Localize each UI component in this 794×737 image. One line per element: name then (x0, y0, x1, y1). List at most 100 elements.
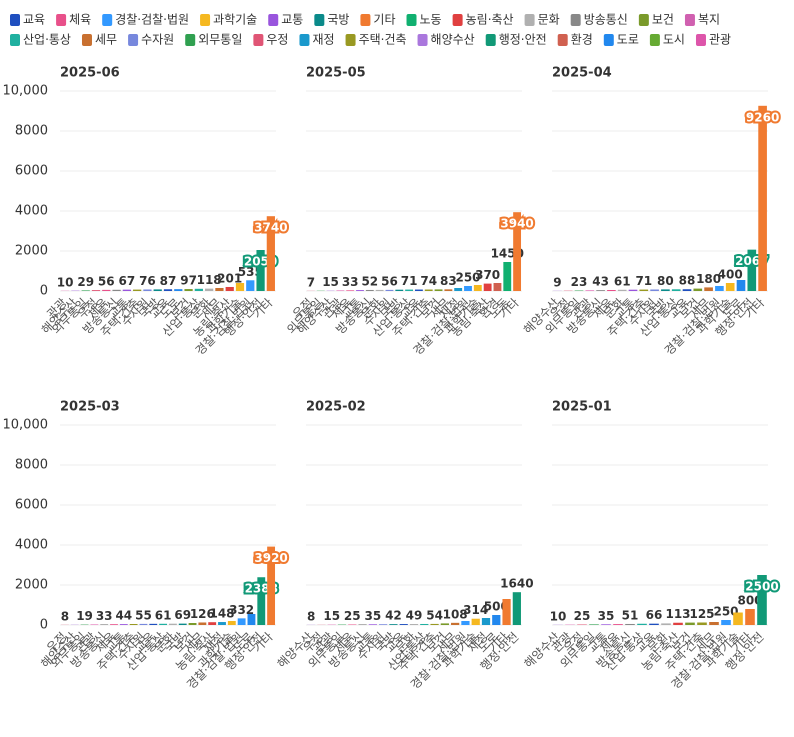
bar (461, 621, 469, 625)
legend-swatch (102, 14, 112, 26)
legend-label: 기타 (373, 13, 395, 27)
value-label: 8 (307, 609, 315, 623)
bar (661, 289, 670, 291)
panel-title: 2025-06 (60, 66, 120, 81)
bar (649, 624, 659, 625)
bar (143, 289, 151, 291)
y-tick-label: 6000 (15, 164, 48, 179)
value-label: 19 (76, 609, 93, 623)
bar (130, 624, 138, 625)
legend-swatch (200, 14, 210, 26)
legend-label: 우정 (266, 33, 288, 47)
bar (405, 290, 413, 291)
bar (420, 624, 428, 625)
legend-swatch (185, 34, 195, 46)
legend-label: 과학기술 (213, 13, 257, 27)
y-tick-label: 10,000 (3, 84, 49, 99)
bar (513, 592, 521, 625)
bar (745, 609, 755, 625)
value-label: 9260 (746, 110, 779, 124)
bar (435, 289, 443, 291)
bar (379, 624, 387, 625)
bar (395, 290, 403, 291)
bar (697, 623, 707, 626)
value-label: 29 (77, 275, 94, 289)
legend-label: 체육 (69, 13, 91, 27)
bar (673, 623, 683, 625)
bar (451, 623, 459, 625)
bar (502, 599, 510, 625)
bar (218, 622, 226, 625)
value-label: 1640 (500, 577, 533, 591)
value-label: 3920 (254, 551, 287, 565)
bar (336, 291, 344, 292)
bar (737, 280, 746, 291)
value-label: 44 (115, 609, 132, 623)
legend-swatch (650, 34, 660, 46)
y-tick-label: 2000 (15, 244, 48, 259)
legend-label: 환경 (571, 33, 593, 47)
bar (386, 290, 394, 291)
legend-label: 수자원 (141, 33, 174, 47)
value-label: 61 (155, 608, 172, 622)
bar (174, 289, 182, 291)
bar (358, 624, 366, 625)
legend-swatch (696, 34, 706, 46)
bar (492, 615, 500, 625)
legend-swatch (268, 14, 278, 26)
bar (92, 290, 100, 291)
bar (683, 289, 692, 291)
value-label: 76 (139, 274, 156, 288)
bar (205, 289, 213, 291)
bar (585, 290, 594, 291)
bar (454, 288, 462, 291)
value-label: 113 (665, 607, 690, 621)
bar (661, 623, 671, 625)
value-label: 52 (361, 274, 378, 288)
value-label: 69 (174, 608, 191, 622)
value-label: 2500 (745, 580, 778, 594)
y-tick-label: 8000 (15, 124, 48, 139)
legend-label: 교통 (281, 13, 303, 27)
bar (179, 624, 187, 625)
bar (715, 286, 724, 291)
legend-swatch (82, 34, 92, 46)
legend-swatch (360, 14, 370, 26)
bar (441, 623, 449, 625)
value-label: 80 (657, 274, 674, 288)
y-tick-label: 10,000 (3, 418, 49, 433)
legend-label: 행정·안전 (499, 32, 547, 47)
bar (400, 624, 408, 625)
value-label: 51 (622, 608, 639, 622)
value-label: 15 (323, 609, 340, 623)
bar (709, 622, 719, 625)
value-label: 25 (344, 609, 361, 623)
bar (238, 618, 246, 625)
panel-title: 2025-05 (306, 66, 366, 81)
value-label: 35 (598, 609, 615, 623)
bar (236, 283, 244, 291)
bar (589, 624, 599, 625)
bar (482, 618, 490, 625)
value-label: 83 (440, 274, 457, 288)
bar (472, 619, 480, 625)
legend-label: 재정 (312, 33, 334, 47)
value-label: 87 (160, 274, 177, 288)
bar (637, 624, 647, 625)
y-tick-label: 2000 (15, 578, 48, 593)
legend-label: 해양수산 (431, 33, 475, 47)
bar (169, 624, 177, 625)
value-label: 125 (689, 607, 714, 621)
value-label: 35 (365, 609, 382, 623)
value-label: 49 (406, 609, 423, 623)
bar (758, 106, 767, 291)
legend-label: 국방 (327, 13, 349, 27)
legend-swatch (486, 34, 496, 46)
legend-swatch (346, 34, 356, 46)
bar (356, 290, 364, 291)
y-tick-label: 0 (40, 284, 48, 299)
bar (120, 624, 128, 625)
bar (110, 624, 118, 625)
